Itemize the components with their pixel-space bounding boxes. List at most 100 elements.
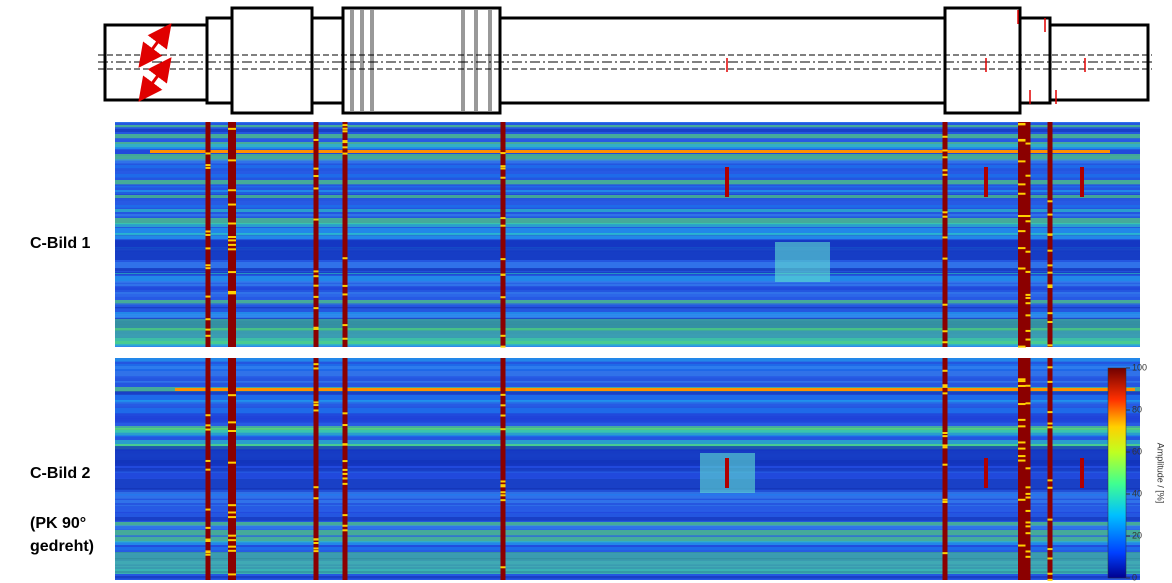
scan-column bbox=[1018, 358, 1026, 580]
scan-speck bbox=[343, 483, 348, 485]
scan-speck bbox=[501, 152, 506, 154]
scan-speck bbox=[343, 424, 348, 426]
scan-speck bbox=[1048, 411, 1053, 413]
scan-speck bbox=[1048, 272, 1053, 274]
colorbar-tick-label: 100 bbox=[1132, 362, 1147, 372]
scan-speck bbox=[1048, 366, 1053, 368]
scan-stripe bbox=[115, 358, 1140, 362]
scan-speck bbox=[314, 187, 319, 189]
scan-column bbox=[943, 358, 948, 580]
scan-speck bbox=[314, 296, 319, 298]
scan-speck bbox=[343, 525, 348, 527]
scan-speck bbox=[206, 554, 211, 556]
scan-speck bbox=[501, 428, 506, 430]
scan-speck bbox=[943, 136, 948, 138]
scan-speck bbox=[1026, 302, 1031, 304]
scan-speck bbox=[943, 464, 948, 466]
scan-speck bbox=[1018, 460, 1026, 462]
scan-speck bbox=[1048, 321, 1053, 323]
scan-speck bbox=[343, 460, 348, 462]
scan-speck bbox=[343, 285, 348, 287]
scan-speck bbox=[943, 432, 948, 434]
colorbar bbox=[1108, 368, 1126, 578]
scan-speck bbox=[206, 230, 211, 232]
scan-stripe bbox=[115, 209, 1140, 212]
scan-column bbox=[228, 122, 236, 347]
scan-speck bbox=[314, 270, 319, 272]
scan-speck bbox=[943, 435, 948, 437]
scan-speck bbox=[314, 307, 319, 309]
scan-patch bbox=[775, 242, 830, 282]
colorbar-label: Amplitude / [%] bbox=[1156, 443, 1166, 504]
scan-speck bbox=[314, 542, 319, 544]
scan-stripe bbox=[115, 547, 1140, 550]
scan-speck bbox=[1026, 220, 1031, 222]
scan-speck bbox=[228, 539, 236, 541]
scan-speck bbox=[206, 167, 211, 169]
scan-stripe bbox=[115, 371, 1140, 376]
scan-speck bbox=[206, 527, 211, 529]
scan-speck bbox=[343, 469, 348, 471]
scan-speck bbox=[1048, 312, 1053, 314]
colorbar-tick-label: 20 bbox=[1132, 530, 1142, 540]
scan-speck bbox=[501, 491, 506, 493]
colorbar-tick-label: 40 bbox=[1132, 488, 1142, 498]
scan-stripe bbox=[115, 303, 1140, 305]
scan-indication bbox=[1080, 167, 1084, 197]
scan-speck bbox=[206, 429, 211, 431]
scan-column bbox=[314, 122, 319, 347]
scan-column bbox=[1026, 122, 1031, 347]
scan-speck bbox=[1048, 214, 1053, 216]
scan-speck bbox=[1048, 233, 1053, 235]
scan-speck bbox=[343, 146, 348, 148]
scan-stripe bbox=[115, 307, 1140, 308]
figure: C-Bild 1 C-Bild 2 (PK 90° gedreht) Ampli… bbox=[0, 0, 1172, 583]
scan-speck bbox=[1026, 550, 1031, 552]
scan-stripe bbox=[115, 430, 1140, 436]
scan-stripe bbox=[115, 276, 1140, 281]
scan-stripe bbox=[115, 129, 1140, 132]
scan-speck bbox=[206, 318, 211, 320]
scan-speck bbox=[206, 460, 211, 462]
scan-stripe bbox=[115, 376, 1140, 378]
scan-note: (PK 90° bbox=[30, 515, 86, 532]
scan-speck bbox=[206, 234, 211, 236]
scan-stripe bbox=[115, 510, 1140, 514]
scan-speck bbox=[1048, 557, 1053, 559]
scan-stripe bbox=[115, 281, 1140, 283]
scan-speck bbox=[314, 219, 319, 221]
scan-speck bbox=[1018, 378, 1026, 380]
scan-speck bbox=[206, 247, 211, 249]
scan-speck bbox=[1018, 123, 1026, 125]
scan-speck bbox=[1018, 425, 1026, 427]
scan-column bbox=[943, 122, 948, 347]
scan-indication bbox=[725, 167, 729, 197]
scan-speck bbox=[501, 394, 506, 396]
scan-speck bbox=[314, 401, 319, 403]
colorbar-tick-label: 0 bbox=[1132, 572, 1137, 582]
scan-speck bbox=[501, 217, 506, 219]
scan-speck bbox=[1026, 297, 1031, 299]
scan-speck bbox=[314, 139, 319, 141]
scan-speck bbox=[228, 239, 236, 241]
scan-speck bbox=[1026, 521, 1031, 523]
scan-speck bbox=[1018, 455, 1026, 457]
scan-speck bbox=[943, 216, 948, 218]
scan-column bbox=[501, 358, 506, 580]
scan-speck bbox=[206, 329, 211, 331]
scan-speck bbox=[314, 175, 319, 177]
scan-speck bbox=[1048, 250, 1053, 252]
scan-speck bbox=[501, 296, 506, 298]
scan-speck bbox=[228, 504, 236, 506]
scan-stripe bbox=[115, 125, 1140, 127]
scan-speck bbox=[943, 386, 948, 388]
page: {"labels": {"scan_1": "C-Bild 1", "scan_… bbox=[0, 0, 1172, 583]
scan-speck bbox=[206, 152, 211, 154]
scan-speck bbox=[343, 443, 348, 445]
scan-speck bbox=[943, 149, 948, 151]
scan-speck bbox=[228, 223, 236, 225]
scan-speck bbox=[228, 236, 236, 238]
scan-speck bbox=[1018, 419, 1026, 421]
scan-speck bbox=[1018, 499, 1026, 501]
scan-stripe bbox=[115, 236, 1140, 239]
